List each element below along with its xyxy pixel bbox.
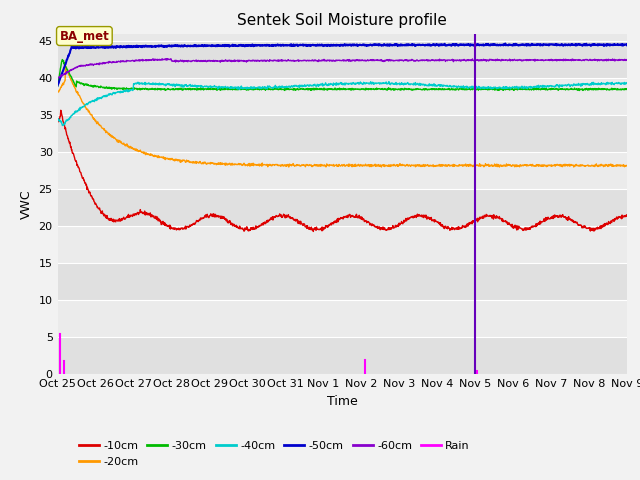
Bar xyxy=(58,337,627,374)
X-axis label: Time: Time xyxy=(327,395,358,408)
Bar xyxy=(58,115,627,152)
Text: BA_met: BA_met xyxy=(60,30,109,43)
Y-axis label: VWC: VWC xyxy=(20,189,33,219)
Bar xyxy=(58,152,627,189)
Bar xyxy=(58,78,627,115)
Bar xyxy=(58,300,627,337)
Legend: -10cm, -20cm, -30cm, -40cm, -50cm, -60cm, Rain: -10cm, -20cm, -30cm, -40cm, -50cm, -60cm… xyxy=(74,437,474,471)
Title: Sentek Soil Moisture profile: Sentek Soil Moisture profile xyxy=(237,13,447,28)
Bar xyxy=(58,226,627,263)
Bar xyxy=(58,41,627,78)
Bar xyxy=(58,189,627,226)
Bar xyxy=(58,263,627,300)
